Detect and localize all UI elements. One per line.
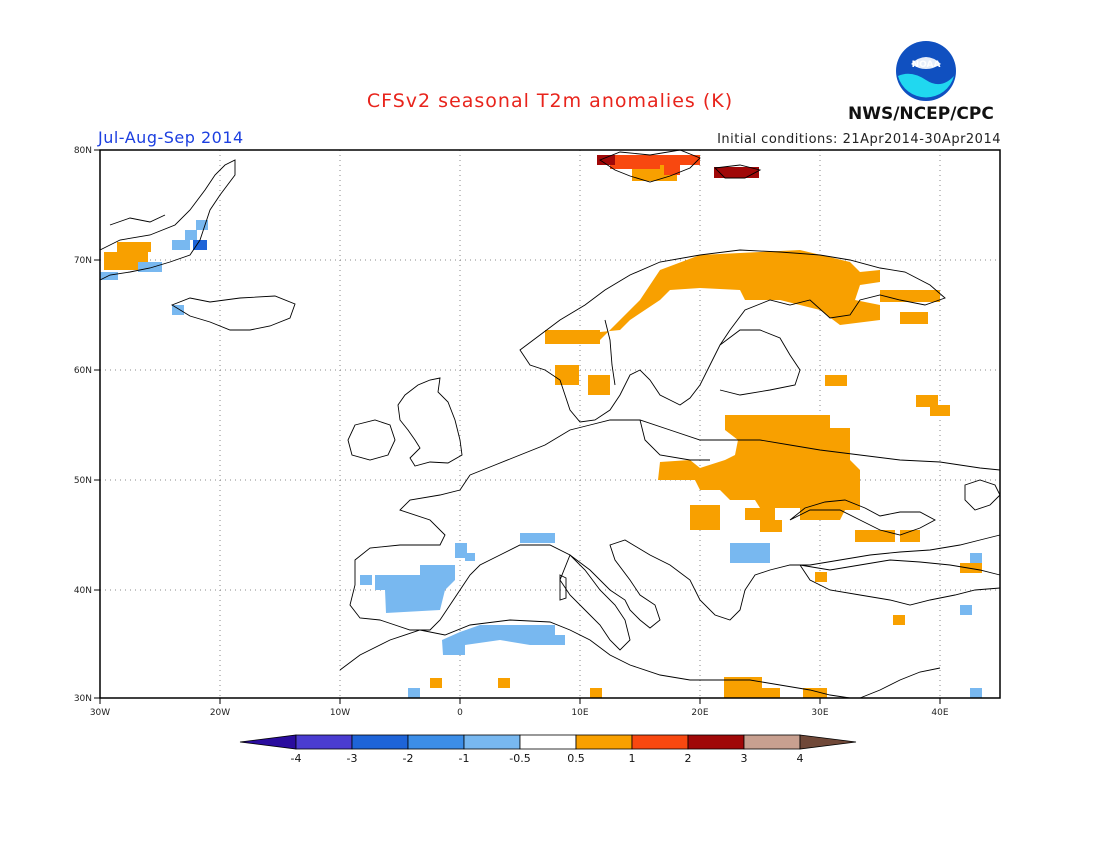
colorbar-segment (519, 734, 577, 750)
lon-tick-label: 40E (931, 708, 948, 718)
colorbar-label: -4 (291, 752, 302, 765)
lon-tick-label: 20W (210, 708, 230, 718)
colorbar-segment (687, 734, 745, 750)
lat-tick-label: 60N (74, 366, 92, 376)
lon-tick-label: 10E (571, 708, 588, 718)
lat-tick-label: 70N (74, 256, 92, 266)
colorbar-segment (631, 734, 689, 750)
colorbar-label: 1 (629, 752, 636, 765)
colorbar-segment (463, 734, 521, 750)
logo-text: NOAA (912, 60, 941, 70)
colorbar: -4 -3 -2 -1 -0.5 0.5 1 2 3 4 (239, 734, 857, 765)
colorbar-segment (575, 734, 633, 750)
initial-conditions: Initial conditions: 21Apr2014-30Apr2014 (717, 132, 1001, 147)
strong-cool-anomaly-field (193, 240, 207, 250)
colorbar-arrow-high (799, 734, 857, 750)
colorbar-segment (743, 734, 801, 750)
colorbar-label: 4 (797, 752, 804, 765)
strong-warm-anomaly-field (610, 155, 700, 175)
noaa-logo-icon: NOAA (896, 41, 956, 101)
lon-tick-label: 30E (811, 708, 828, 718)
very-strong-warm-anomaly-field (597, 155, 759, 178)
lat-tick-label: 30N (74, 694, 92, 704)
map-title: CFSv2 seasonal T2m anomalies (K) (366, 90, 734, 112)
coastlines (99, 149, 1001, 699)
warm-anomaly-field (104, 163, 982, 698)
colorbar-label: -0.5 (509, 752, 530, 765)
colorbar-label: -3 (347, 752, 358, 765)
colorbar-arrow-low (239, 734, 297, 750)
cool-anomaly-field (100, 220, 982, 698)
tick-marks (94, 149, 941, 704)
colorbar-label: 2 (685, 752, 692, 765)
agency-label: NWS/NCEP/CPC (848, 104, 994, 124)
lon-tick-label: 20E (691, 708, 708, 718)
colorbar-label: -2 (403, 752, 414, 765)
colorbar-segment (351, 734, 409, 750)
colorbar-label: -1 (459, 752, 470, 765)
forecast-period: Jul-Aug-Sep 2014 (98, 128, 244, 147)
colorbar-label: 3 (741, 752, 748, 765)
lon-tick-label: 30W (90, 708, 110, 718)
lon-tick-label: 10W (330, 708, 350, 718)
lat-tick-label: 80N (74, 146, 92, 156)
grid (100, 150, 1000, 698)
lat-tick-label: 50N (74, 476, 92, 486)
lat-tick-label: 40N (74, 586, 92, 596)
colorbar-segment (407, 734, 465, 750)
colorbar-label: 0.5 (567, 752, 585, 765)
map-frame (99, 149, 1001, 699)
colorbar-segment (295, 734, 353, 750)
lon-tick-label: 0 (457, 708, 463, 718)
